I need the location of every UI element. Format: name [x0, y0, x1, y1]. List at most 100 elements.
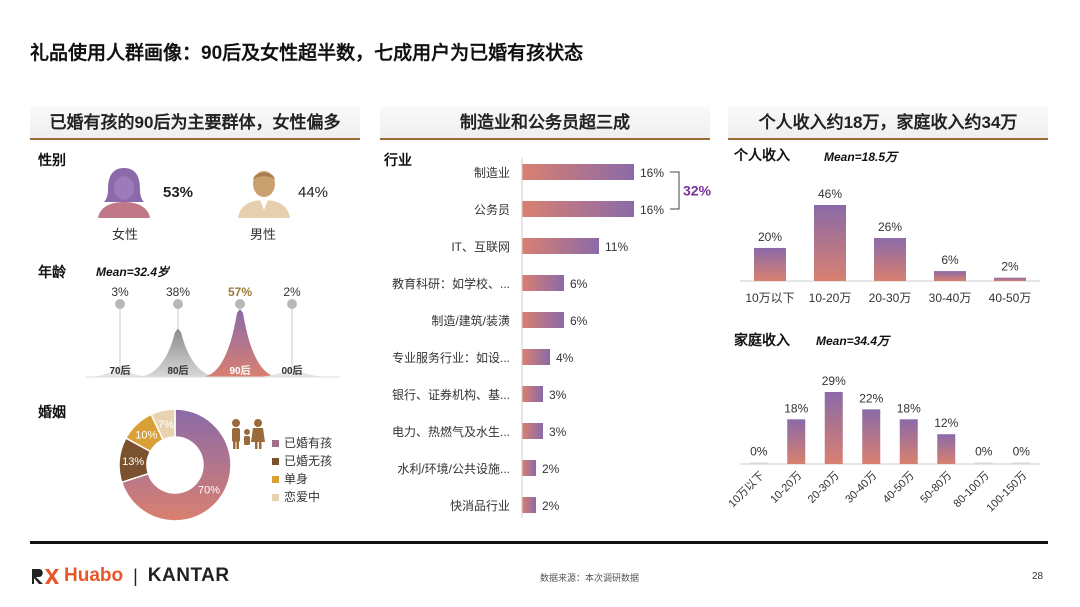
personal-bar: [994, 277, 1026, 281]
family-value-label: 0%: [1013, 445, 1031, 459]
industry-label: 行业: [384, 152, 412, 168]
age-pin-head: [115, 299, 125, 309]
age-pin-head: [235, 299, 245, 309]
industry-bar: [522, 275, 564, 291]
family-category-label: 10万以下: [728, 470, 767, 510]
industry-value-label: 3%: [549, 388, 567, 402]
legend-label: 单身: [284, 472, 309, 486]
industry-category-label: 制造/建筑/装潢: [431, 313, 510, 328]
age-value-label: 57%: [228, 285, 252, 299]
family-icon: [232, 419, 265, 449]
personal-category-label: 40-50万: [989, 291, 1032, 305]
legend-label: 恋爱中: [284, 490, 321, 504]
male-icon: [238, 171, 290, 218]
legend-item: 已婚无孩: [272, 452, 332, 470]
section-header-income: 个人收入约18万，家庭收入约34万: [728, 106, 1048, 140]
male-label: 男性: [250, 227, 277, 242]
personal-value-label: 20%: [758, 230, 782, 244]
family-category-label: 50-80万: [918, 470, 954, 506]
legend-swatch: [272, 440, 279, 448]
age-category-label: 00后: [281, 364, 302, 377]
huabo-brand: Huabo: [64, 565, 124, 586]
legend-item: 单身: [272, 470, 332, 488]
family-bar: [899, 419, 918, 464]
legend-swatch: [272, 494, 279, 502]
family-value-label: 18%: [897, 401, 921, 415]
industry-value-label: 4%: [556, 351, 574, 365]
footer-brand: Huabo | KANTAR: [30, 563, 230, 589]
industry-bar: [522, 164, 634, 180]
age-peak: [90, 363, 150, 377]
industry-category-label: 制造业: [474, 166, 510, 180]
legend-label: 已婚有孩: [284, 436, 333, 450]
female-icon: [98, 168, 150, 218]
age-category-label: 90后: [229, 364, 250, 377]
legend-item: 恋爱中: [272, 488, 332, 506]
industry-category-label: 教育科研：如学校、...: [392, 276, 510, 291]
family-bar: [824, 392, 843, 464]
family-value-label: 0%: [750, 445, 768, 459]
page-title: 礼品使用人群画像：90后及女性超半数，七成用户为已婚有孩状态: [30, 43, 584, 64]
section-header-demographics: 已婚有孩的90后为主要群体，女性偏多: [30, 106, 360, 140]
industry-bar: [522, 497, 536, 513]
industry-bar-chart: 制造业 16% 公务员 16% IT、互联网 11% 教育科研：如学校、... 6% 制造/建筑…: [392, 158, 712, 518]
family-income-bar-chart: 0% 10万以下 18% 10-20万 29% 20-30万 22% 30-40万 18% 40-…: [728, 374, 1040, 515]
age-value-label: 3%: [111, 285, 129, 299]
huabo-logo-icon: [32, 569, 59, 584]
age-pin-head: [287, 299, 297, 309]
personal-income-mean: Mean=18.5万: [824, 150, 898, 164]
legend-swatch: [272, 476, 279, 484]
industry-bar: [522, 312, 564, 328]
male-pct: 44%: [298, 184, 329, 201]
family-category-label: 100-150万: [985, 470, 1030, 515]
family-value-label: 29%: [822, 374, 846, 388]
family-income-mean: Mean=34.4万: [816, 334, 890, 348]
age-peak: [138, 328, 218, 377]
donut-slice: [120, 408, 232, 522]
legend-item: 已婚有孩: [272, 434, 332, 452]
marriage-legend: 已婚有孩已婚无孩单身恋爱中: [272, 434, 332, 506]
industry-value-label: 2%: [542, 499, 560, 513]
age-peak-chart: 3% 70后 38% 80后 57% 90后 2% 00后: [85, 285, 340, 378]
industry-bar: [522, 201, 634, 217]
family-category-label: 30-40万: [843, 470, 879, 506]
personal-category-label: 30-40万: [929, 291, 972, 305]
donut-slice: [150, 408, 176, 441]
family-bar: [787, 419, 806, 464]
industry-value-label: 6%: [570, 277, 588, 291]
personal-value-label: 6%: [941, 253, 959, 267]
age-mean: Mean=32.4岁: [96, 265, 170, 279]
industry-bracket: [670, 171, 680, 210]
female-pct: 53%: [163, 184, 194, 201]
age-peak: [258, 364, 326, 377]
industry-category-label: 水利/环境/公共设施...: [397, 461, 510, 476]
personal-bar: [874, 238, 906, 281]
industry-bar: [522, 349, 550, 365]
family-value-label: 22%: [859, 391, 883, 405]
industry-value-label: 6%: [570, 314, 588, 328]
donut-value-label: 70%: [198, 485, 220, 497]
industry-category-label: 公务员: [474, 202, 510, 217]
section-header-income-text: 个人收入约18万，家庭收入约34万: [758, 113, 1018, 132]
footer-divider: [30, 541, 1048, 544]
family-category-label: 40-50万: [881, 470, 917, 506]
industry-value-label: 3%: [549, 425, 567, 439]
family-bar: [1012, 462, 1031, 464]
personal-bar: [754, 247, 786, 281]
age-peak: [202, 309, 278, 377]
family-value-label: 12%: [934, 416, 958, 430]
industry-bar: [522, 460, 536, 476]
female-label: 女性: [112, 227, 139, 242]
personal-category-label: 10万以下: [745, 291, 794, 305]
age-value-label: 2%: [283, 285, 301, 299]
family-category-label: 20-30万: [806, 470, 842, 506]
industry-value-label: 11%: [605, 240, 628, 254]
data-source: 数据来源：本次调研数据: [540, 573, 640, 583]
personal-income-label: 个人收入: [734, 147, 790, 163]
industry-value-label: 16%: [640, 166, 664, 180]
age-label: 年龄: [38, 264, 66, 280]
industry-bar: [522, 386, 543, 402]
gender-label: 性别: [38, 152, 66, 168]
kantar-brand: KANTAR: [147, 565, 230, 586]
family-value-label: 18%: [784, 401, 808, 415]
